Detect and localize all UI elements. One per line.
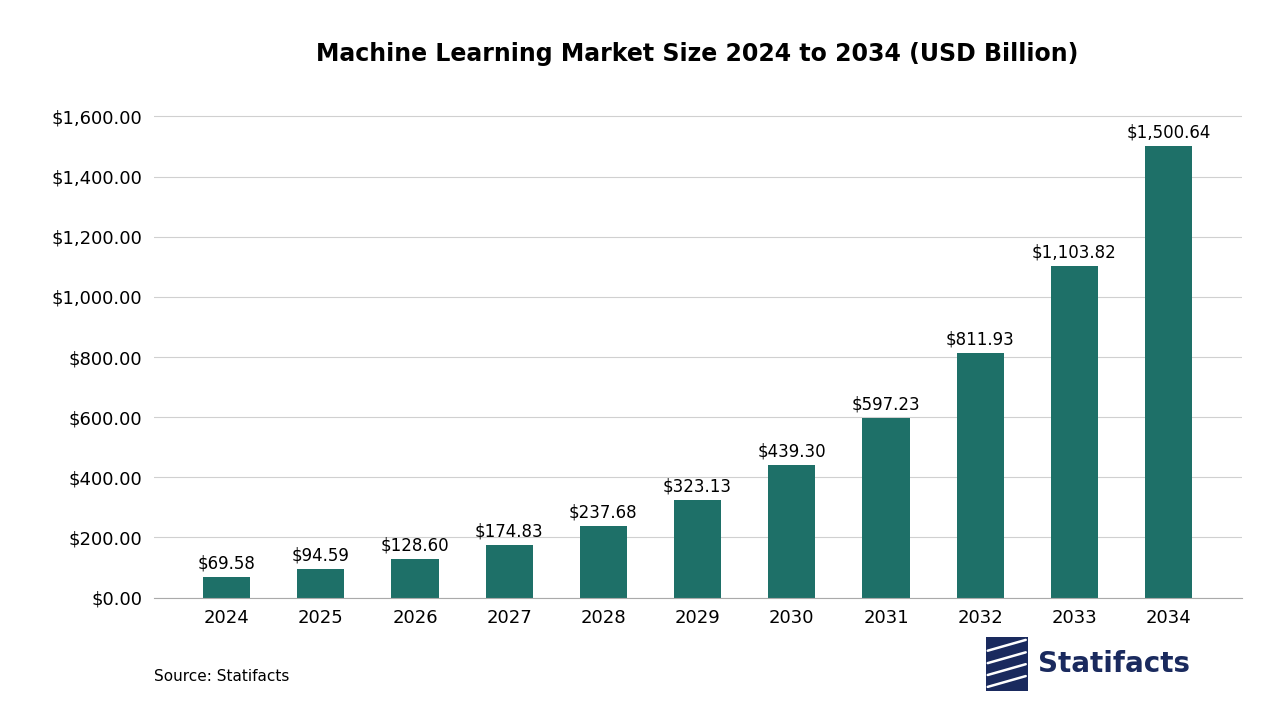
Text: $439.30: $439.30 bbox=[758, 443, 826, 461]
Bar bbox=[204, 577, 250, 598]
Text: $94.59: $94.59 bbox=[292, 546, 349, 564]
Bar bbox=[580, 526, 627, 598]
FancyBboxPatch shape bbox=[986, 637, 1028, 691]
Text: $323.13: $323.13 bbox=[663, 478, 732, 496]
Title: Machine Learning Market Size 2024 to 2034 (USD Billion): Machine Learning Market Size 2024 to 203… bbox=[316, 42, 1079, 66]
Text: $69.58: $69.58 bbox=[197, 554, 256, 572]
Bar bbox=[297, 569, 344, 598]
Text: $1,103.82: $1,103.82 bbox=[1032, 243, 1116, 261]
Text: $597.23: $597.23 bbox=[851, 395, 920, 413]
Bar bbox=[392, 559, 439, 598]
Bar bbox=[768, 466, 815, 598]
Bar bbox=[675, 500, 721, 598]
Text: $1,500.64: $1,500.64 bbox=[1126, 124, 1211, 142]
Text: Source: Statifacts: Source: Statifacts bbox=[154, 670, 289, 684]
Bar bbox=[863, 418, 910, 598]
Bar bbox=[1146, 146, 1192, 598]
Bar bbox=[956, 354, 1004, 598]
Bar bbox=[485, 545, 532, 598]
Bar bbox=[1051, 266, 1098, 598]
Text: $174.83: $174.83 bbox=[475, 523, 544, 541]
Text: $811.93: $811.93 bbox=[946, 331, 1015, 349]
Text: $128.60: $128.60 bbox=[380, 536, 449, 554]
Text: $237.68: $237.68 bbox=[570, 503, 637, 521]
Text: Statifacts: Statifacts bbox=[1038, 650, 1190, 678]
